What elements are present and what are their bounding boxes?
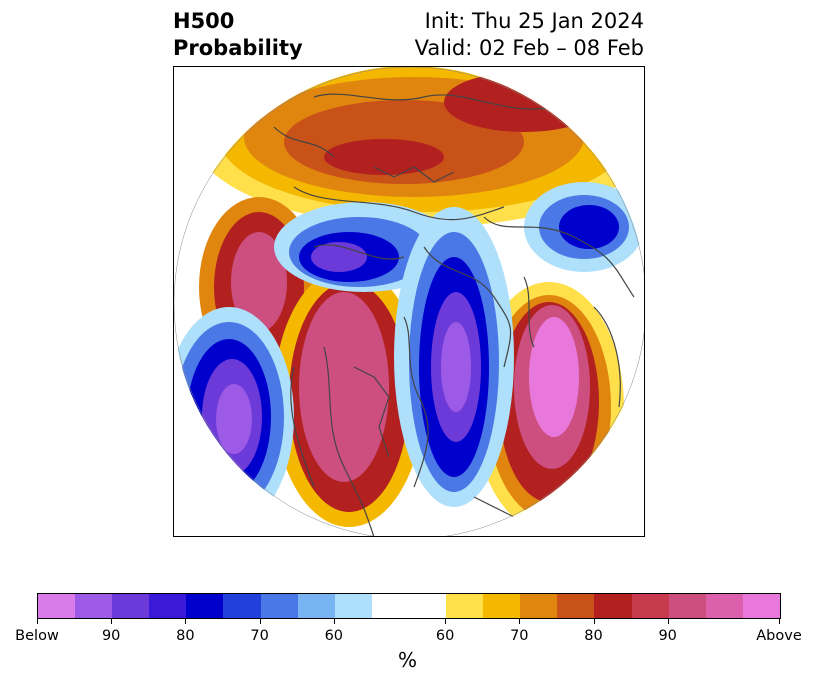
colorbar-tick-label: 70 <box>250 628 269 644</box>
colorbar-tick-label: Below <box>15 628 59 644</box>
colorbar-tick <box>667 619 669 624</box>
title-block: H500 Probability <box>173 8 303 62</box>
probability-map <box>174 67 644 536</box>
colorbar-segment <box>594 594 632 618</box>
colorbar-tick-label: 80 <box>176 628 195 644</box>
valid-range: Valid: 02 Feb – 08 Feb <box>414 36 644 60</box>
colorbar-tick-label: 80 <box>584 628 603 644</box>
colorbar-unit: % <box>398 648 418 672</box>
colorbar-tick-label: 60 <box>435 628 455 644</box>
colorbar-segment <box>446 594 484 618</box>
colorbar-tick-label: 70 <box>510 628 529 644</box>
date-block: Init: Thu 25 Jan 2024 Valid: 02 Feb – 08… <box>415 8 644 62</box>
colorbar-segment <box>38 594 76 618</box>
colorbar-tick <box>445 619 447 624</box>
colorbar-segment <box>705 594 743 618</box>
colorbar-segment <box>483 594 521 618</box>
colorbar-segment <box>75 594 113 618</box>
colorbar-segment <box>742 594 780 618</box>
colorbar-segment <box>631 594 669 618</box>
colorbar-tick-label: 90 <box>658 628 677 644</box>
colorbar-tick <box>37 619 38 624</box>
colorbar-segment <box>186 594 224 618</box>
colorbar-segment <box>149 594 187 618</box>
colorbar-tick <box>593 619 595 624</box>
colorbar-tick <box>111 619 113 624</box>
colorbar-segment <box>223 594 261 618</box>
colorbar-tick <box>259 619 261 624</box>
colorbar-tick <box>333 619 335 624</box>
colorbar-tick-label: 60 <box>324 628 344 644</box>
colorbar-segment <box>668 594 706 618</box>
colorbar-ticks: Below 90 80 70 60 60 70 80 90 Above <box>15 619 802 649</box>
title-variable: H500 <box>173 9 235 33</box>
map-panel <box>173 66 645 537</box>
colorbar-segment <box>334 594 372 618</box>
colorbar-segment <box>112 594 150 618</box>
colorbar-tick-label: Above <box>756 628 802 644</box>
colorbar-tick-label: 90 <box>101 628 121 644</box>
init-date: Init: Thu 25 Jan 2024 <box>424 9 644 33</box>
colorbar-tick <box>779 619 780 624</box>
colorbar-segment <box>297 594 335 618</box>
colorbar <box>37 593 781 619</box>
colorbar-tick <box>185 619 187 624</box>
title-product: Probability <box>173 36 303 60</box>
colorbar-tick <box>519 619 521 624</box>
colorbar-segment <box>260 594 298 618</box>
probability-field <box>174 67 644 536</box>
colorbar-segment <box>557 594 595 618</box>
colorbar-segment <box>371 594 447 618</box>
colorbar-segment <box>520 594 558 618</box>
map-borders <box>273 93 635 536</box>
